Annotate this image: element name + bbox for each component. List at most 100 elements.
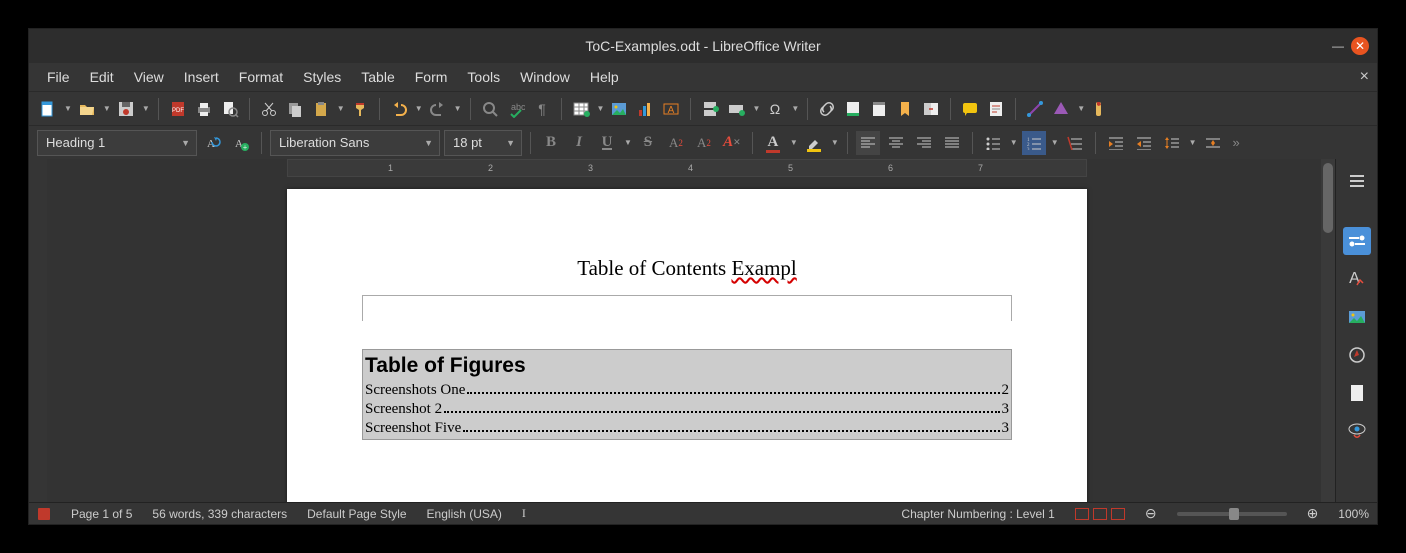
insert-chart-icon[interactable] bbox=[634, 98, 656, 120]
open-icon[interactable] bbox=[76, 98, 98, 120]
update-style-icon[interactable]: A bbox=[201, 131, 225, 155]
document-page[interactable]: Table of Contents Exampl Table of Figure… bbox=[287, 189, 1087, 502]
cross-ref-icon[interactable] bbox=[920, 98, 942, 120]
sidebar-page-icon[interactable] bbox=[1343, 379, 1371, 407]
numbered-list-button[interactable]: 123 bbox=[1022, 131, 1046, 155]
document-title[interactable]: Table of Contents Exampl bbox=[362, 256, 1012, 281]
font-name-combo[interactable]: Liberation Sans ▼ bbox=[270, 130, 440, 156]
page-indicator[interactable]: Page 1 of 5 bbox=[71, 507, 132, 521]
book-view-icon[interactable] bbox=[1111, 508, 1125, 520]
clear-formatting-button[interactable]: A✕ bbox=[720, 131, 744, 155]
insert-page-break-icon[interactable] bbox=[699, 98, 721, 120]
vertical-scrollbar[interactable] bbox=[1321, 159, 1335, 502]
vertical-ruler[interactable] bbox=[29, 159, 47, 502]
para-spacing-button[interactable] bbox=[1201, 131, 1225, 155]
insert-image-icon[interactable] bbox=[608, 98, 630, 120]
find-icon[interactable] bbox=[479, 98, 501, 120]
menu-file[interactable]: File bbox=[37, 65, 80, 89]
menu-tools[interactable]: Tools bbox=[457, 65, 510, 89]
hyperlink-icon[interactable] bbox=[816, 98, 838, 120]
menu-styles[interactable]: Styles bbox=[293, 65, 351, 89]
menu-help[interactable]: Help bbox=[580, 65, 629, 89]
special-char-icon[interactable]: Ω bbox=[764, 98, 786, 120]
line-spacing-button[interactable] bbox=[1160, 131, 1184, 155]
insert-mode[interactable]: I bbox=[522, 506, 526, 521]
menu-insert[interactable]: Insert bbox=[174, 65, 229, 89]
font-size-combo[interactable]: 18 pt ▼ bbox=[444, 130, 522, 156]
zoom-knob[interactable] bbox=[1229, 508, 1239, 520]
undo-icon[interactable] bbox=[388, 98, 410, 120]
underline-button[interactable]: U bbox=[595, 131, 619, 155]
cut-icon[interactable] bbox=[258, 98, 280, 120]
menu-window[interactable]: Window bbox=[510, 65, 580, 89]
menu-edit[interactable]: Edit bbox=[80, 65, 124, 89]
formatting-marks-icon[interactable]: ¶ bbox=[531, 98, 553, 120]
font-color-button[interactable]: A bbox=[761, 131, 785, 155]
clone-formatting-icon[interactable] bbox=[349, 98, 371, 120]
table-of-figures[interactable]: Table of Figures Screenshots One 2 Scree… bbox=[362, 349, 1012, 440]
new-doc-icon[interactable] bbox=[37, 98, 59, 120]
align-center-button[interactable] bbox=[884, 131, 908, 155]
copy-icon[interactable] bbox=[284, 98, 306, 120]
zoom-out-button[interactable]: ⊖ bbox=[1145, 505, 1157, 522]
draw-functions-icon[interactable] bbox=[1089, 98, 1111, 120]
word-count[interactable]: 56 words, 339 characters bbox=[152, 507, 287, 521]
paste-icon[interactable] bbox=[310, 98, 332, 120]
subscript-button[interactable]: A2 bbox=[692, 131, 716, 155]
line-icon[interactable] bbox=[1024, 98, 1046, 120]
zoom-in-button[interactable]: ⊕ bbox=[1307, 505, 1319, 522]
paragraph-style-combo[interactable]: Heading 1 ▼ bbox=[37, 130, 197, 156]
page-style[interactable]: Default Page Style bbox=[307, 507, 406, 521]
strikethrough-button[interactable]: S bbox=[636, 131, 660, 155]
bold-button[interactable]: B bbox=[539, 131, 563, 155]
export-pdf-icon[interactable]: PDF bbox=[167, 98, 189, 120]
sidebar-inspector-icon[interactable] bbox=[1343, 417, 1371, 445]
menu-format[interactable]: Format bbox=[229, 65, 293, 89]
sidebar-navigator-icon[interactable] bbox=[1343, 341, 1371, 369]
align-left-button[interactable] bbox=[856, 131, 880, 155]
superscript-button[interactable]: A2 bbox=[664, 131, 688, 155]
track-changes-icon[interactable] bbox=[985, 98, 1007, 120]
sidebar-styles-icon[interactable]: A bbox=[1343, 265, 1371, 293]
zoom-slider[interactable] bbox=[1177, 512, 1287, 516]
italic-button[interactable]: I bbox=[567, 131, 591, 155]
print-icon[interactable] bbox=[193, 98, 215, 120]
increase-indent-button[interactable] bbox=[1104, 131, 1128, 155]
save-icon[interactable] bbox=[115, 98, 137, 120]
endnote-icon[interactable] bbox=[868, 98, 890, 120]
sidebar-properties-icon[interactable] bbox=[1343, 227, 1371, 255]
close-button[interactable]: ✕ bbox=[1351, 37, 1369, 55]
multi-page-view-icon[interactable] bbox=[1093, 508, 1107, 520]
basic-shapes-icon[interactable] bbox=[1050, 98, 1072, 120]
save-status-icon[interactable] bbox=[37, 507, 51, 521]
language-indicator[interactable]: English (USA) bbox=[427, 507, 502, 521]
align-right-button[interactable] bbox=[912, 131, 936, 155]
new-style-icon[interactable]: A+ bbox=[229, 131, 253, 155]
scrollbar-thumb[interactable] bbox=[1323, 163, 1333, 233]
sidebar-gallery-icon[interactable] bbox=[1343, 303, 1371, 331]
minimize-button[interactable]: — bbox=[1329, 37, 1347, 55]
single-page-view-icon[interactable] bbox=[1075, 508, 1089, 520]
view-mode-icons[interactable] bbox=[1075, 508, 1125, 520]
insert-table-icon[interactable] bbox=[570, 98, 592, 120]
footnote-icon[interactable] bbox=[842, 98, 864, 120]
zoom-percent[interactable]: 100% bbox=[1338, 507, 1369, 521]
horizontal-ruler[interactable]: 1 2 3 4 5 6 7 bbox=[287, 159, 1087, 177]
decrease-indent-button[interactable] bbox=[1132, 131, 1156, 155]
insert-textbox-icon[interactable]: A bbox=[660, 98, 682, 120]
outline-indicator[interactable]: Chapter Numbering : Level 1 bbox=[901, 507, 1054, 521]
highlight-button[interactable] bbox=[802, 131, 826, 155]
bookmark-icon[interactable] bbox=[894, 98, 916, 120]
close-document-button[interactable]: × bbox=[1360, 68, 1369, 86]
redo-icon[interactable] bbox=[427, 98, 449, 120]
sidebar-menu-icon[interactable] bbox=[1343, 167, 1371, 195]
bullet-list-button[interactable] bbox=[981, 131, 1005, 155]
justify-button[interactable] bbox=[940, 131, 964, 155]
menu-view[interactable]: View bbox=[124, 65, 174, 89]
comment-icon[interactable] bbox=[959, 98, 981, 120]
insert-field-icon[interactable] bbox=[725, 98, 747, 120]
print-preview-icon[interactable] bbox=[219, 98, 241, 120]
menu-table[interactable]: Table bbox=[351, 65, 404, 89]
no-list-button[interactable] bbox=[1063, 131, 1087, 155]
spellcheck-icon[interactable]: abc bbox=[505, 98, 527, 120]
